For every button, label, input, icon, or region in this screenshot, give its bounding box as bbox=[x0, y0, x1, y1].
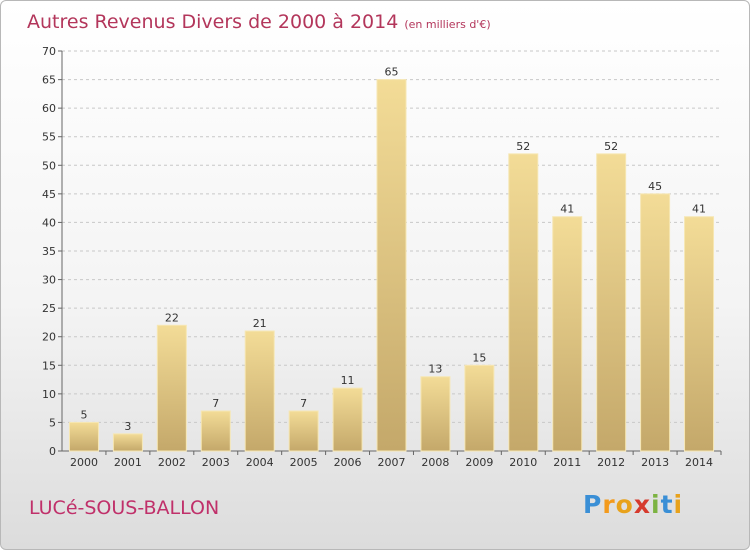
y-tick-label: 15 bbox=[42, 359, 56, 372]
y-tick-label: 35 bbox=[42, 245, 56, 258]
y-tick-label: 5 bbox=[49, 416, 56, 429]
x-tick-label: 2004 bbox=[246, 456, 274, 469]
bars bbox=[68, 79, 715, 452]
bar bbox=[332, 387, 363, 452]
bar bbox=[420, 376, 451, 452]
data-label: 45 bbox=[648, 180, 662, 193]
x-tick-label: 2012 bbox=[597, 456, 625, 469]
bar bbox=[508, 153, 539, 452]
x-tick-label: 2006 bbox=[334, 456, 362, 469]
y-tick-label: 60 bbox=[42, 102, 56, 115]
y-tick-label: 0 bbox=[49, 445, 56, 458]
logo-letter: P bbox=[583, 490, 603, 519]
x-tick-label: 2007 bbox=[378, 456, 406, 469]
bar bbox=[640, 193, 671, 452]
y-tick-label: 50 bbox=[42, 159, 56, 172]
bar bbox=[288, 410, 319, 452]
data-label: 13 bbox=[428, 363, 442, 376]
logo-letter: o bbox=[615, 490, 634, 519]
title-text: Autres Revenus Divers de 2000 à 2014 bbox=[27, 11, 399, 33]
data-label: 41 bbox=[560, 203, 574, 216]
data-label: 3 bbox=[124, 420, 131, 433]
bar bbox=[156, 324, 187, 452]
data-label: 41 bbox=[692, 203, 706, 216]
chart-title: Autres Revenus Divers de 2000 à 2014 (en … bbox=[27, 11, 491, 33]
x-tick-label: 2000 bbox=[70, 456, 98, 469]
x-tick-label: 2005 bbox=[290, 456, 318, 469]
title-unit: (en milliers d'€) bbox=[404, 18, 491, 31]
bar bbox=[244, 330, 275, 452]
data-label: 65 bbox=[385, 66, 399, 79]
logo-letter: t bbox=[660, 490, 674, 519]
logo-letter: x bbox=[633, 490, 651, 519]
data-label: 7 bbox=[212, 397, 219, 410]
data-label: 5 bbox=[80, 408, 87, 421]
commune-name: LUCé-SOUS-BALLON bbox=[29, 497, 220, 519]
y-tick-label: 20 bbox=[42, 331, 56, 344]
x-tick-label: 2013 bbox=[641, 456, 669, 469]
x-tick-label: 2001 bbox=[114, 456, 142, 469]
bar bbox=[200, 410, 231, 452]
bar bbox=[684, 216, 715, 452]
y-tick-label: 25 bbox=[42, 302, 56, 315]
x-tick-label: 2009 bbox=[465, 456, 493, 469]
data-label: 21 bbox=[253, 317, 267, 330]
y-tick-label: 70 bbox=[42, 45, 56, 58]
bar bbox=[112, 433, 143, 452]
data-label: 22 bbox=[165, 311, 179, 324]
bar bbox=[552, 216, 583, 452]
y-tick-label: 45 bbox=[42, 188, 56, 201]
x-tick-label: 2008 bbox=[421, 456, 449, 469]
x-tick-label: 2002 bbox=[158, 456, 186, 469]
data-labels: 5 3 22 7 21 7 11 65 13 15 52 41 52 45 41 bbox=[80, 66, 706, 433]
logo-letter: i bbox=[651, 490, 661, 519]
data-label: 15 bbox=[472, 351, 486, 364]
x-tick-label: 2014 bbox=[685, 456, 713, 469]
y-tick-label: 30 bbox=[42, 274, 56, 287]
y-tick-label: 10 bbox=[42, 388, 56, 401]
y-tick-label: 55 bbox=[42, 131, 56, 144]
logo-letter: i bbox=[673, 490, 684, 519]
bar bbox=[376, 79, 407, 452]
data-label: 7 bbox=[300, 397, 307, 410]
x-tick-label: 2010 bbox=[509, 456, 537, 469]
x-tick-label: 2003 bbox=[202, 456, 230, 469]
data-label: 52 bbox=[604, 140, 618, 153]
y-tick-label: 65 bbox=[42, 74, 56, 87]
x-tick-label: 2011 bbox=[553, 456, 581, 469]
bar bbox=[464, 364, 495, 452]
data-label: 52 bbox=[516, 140, 530, 153]
bar bbox=[596, 153, 627, 452]
proxiti-logo[interactable]: Proxiti bbox=[583, 490, 683, 519]
bar bbox=[68, 421, 99, 452]
logo-letter: r bbox=[602, 490, 616, 519]
y-tick-label: 40 bbox=[42, 216, 56, 229]
data-label: 11 bbox=[341, 374, 355, 387]
